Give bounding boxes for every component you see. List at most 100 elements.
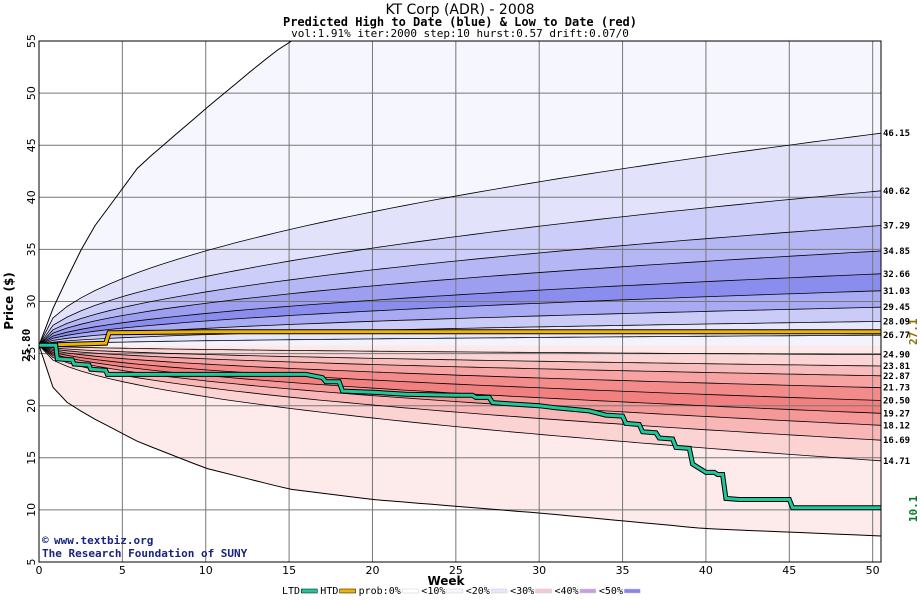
quantile-label-20.50: 20.50 [883,396,910,406]
lower-band-0 [39,345,881,355]
watermark: © www.textbiz.org The Research Foundatio… [42,534,248,560]
upper-band-2 [39,190,881,346]
y-tick-label: 10 [25,503,38,517]
quantile-labels: 46.15 40.62 37.29 34.85 32.66 31.03 29.45 28.09… [883,129,910,467]
legend-label-4: <20% [466,586,490,597]
quantile-label-14.71: 14.71 [883,457,910,467]
quantile-label-16.69: 16.69 [883,436,910,446]
x-tick-label: 40 [699,564,713,577]
quantile-label-21.73: 21.73 [883,384,910,394]
legend-swatch-5 [535,588,552,594]
ltd-final-label: 10.1 [907,495,920,522]
y-tick-label: 25 [25,347,38,361]
watermark-org: The Research Foundation of SUNY [42,547,248,560]
quantile-line-46.15 [39,132,881,346]
copyright-icon: © [42,534,49,547]
x-tick-label: 0 [36,564,43,577]
quantile-line-34.85 [39,250,881,346]
grid-lines [39,41,881,562]
quantile-label-34.85: 34.85 [883,247,910,257]
quantile-label-28.09: 28.09 [883,317,910,327]
outer-lower-line [39,345,881,537]
quantile-line-14.71 [39,345,881,462]
quantile-line-37.29 [39,225,881,346]
series-lines [39,329,881,511]
quantile-label-22.87: 22.87 [883,372,910,382]
chart-subtitle: Predicted High to Date (blue) & Low to D… [282,15,637,29]
legend-swatch-7 [624,588,641,594]
y-axis-label: Price ($) [2,272,16,330]
quantile-label-26.77: 26.77 [883,331,910,341]
quantile-line-22.87 [39,344,881,377]
quantile-label-32.66: 32.66 [883,270,910,280]
x-tick-label: 35 [616,564,630,577]
quantile-line-40.62 [39,190,881,346]
upper-band-7 [39,307,881,346]
x-tick-label: 45 [782,564,796,577]
y-tick-label: 45 [25,138,38,152]
legend-label-3: <10% [421,586,445,597]
quantile-label-23.81: 23.81 [883,362,910,372]
upper-band-4 [39,251,881,346]
legend-label-5: <30% [510,586,534,597]
lower-band-2 [39,345,881,376]
quantile-line-28.09 [39,321,881,346]
y-tick-label: 55 [25,34,38,48]
legend: LTD HTD prob:0% <10% <20% <30% <40% <50% [282,586,641,597]
y-tick-label: 15 [25,451,38,465]
htd-final-label: 27.1 [907,318,920,345]
x-axis: 0 5 10 15 20 25 30 35 40 45 50 [36,564,880,577]
x-tick-label: 15 [282,564,296,577]
lower-band-1 [39,345,881,366]
legend-swatch-6 [579,588,597,594]
x-tick-label: 5 [119,564,126,577]
x-axis-label: Week [427,574,465,588]
legend-label-1: HTD [320,586,338,597]
quantile-label-31.03: 31.03 [883,287,910,297]
lower-band-3 [39,345,881,388]
quantile-line-31.03 [39,290,881,346]
quantile-line-18.12 [39,344,881,426]
quantile-label-40.62: 40.62 [883,187,910,197]
quantile-line-26.77 [39,334,881,346]
legend-label-6: <40% [555,586,579,597]
x-tick-label: 20 [365,564,379,577]
quantile-line-16.69 [39,344,881,441]
upper-band-3 [39,225,881,346]
legend-swatch-3 [446,588,463,594]
y-tick-label: 35 [25,242,38,256]
y-tick-label: 40 [25,190,38,204]
lower-band-4 [39,345,881,401]
y-tick-label: 20 [25,399,38,413]
ltd-line [39,343,881,510]
x-tick-label: 50 [866,564,880,577]
upper-band-1 [39,133,881,346]
probability-bands [39,41,881,536]
outer-upper-line [39,41,881,346]
x-tick-label: 10 [199,564,213,577]
quantile-label-37.29: 37.29 [883,222,910,232]
quantile-lines [39,41,881,537]
chart-params: vol:1.91% iter:2000 step:10 hurst:0.57 d… [291,27,629,40]
quantile-line-32.66 [39,273,881,346]
quantile-label-46.15: 46.15 [883,129,910,139]
upper-band-0 [39,41,881,346]
y-axis: 5 10 15 20 25 30 35 40 45 50 55 [25,34,38,566]
lower-band-8 [39,345,881,461]
htd-line [39,330,881,347]
legend-label-2: prob:0% [359,586,401,597]
legend-label-0: LTD [282,586,300,597]
start-price-label: 25.80 [20,329,33,362]
quantile-label-29.45: 29.45 [883,303,910,313]
x-tick-label: 30 [532,564,546,577]
quantile-label-18.12: 18.12 [883,421,910,431]
legend-swatch-0 [301,588,318,594]
quantile-label-24.90: 24.90 [883,351,910,361]
chart-title: KT Corp (ADR) - 2008 [385,2,535,18]
lower-band-7 [39,345,881,441]
legend-swatch-2 [402,588,419,594]
plot-frame [38,40,882,563]
legend-swatch-4 [490,588,508,594]
lower-band-5 [39,345,881,414]
